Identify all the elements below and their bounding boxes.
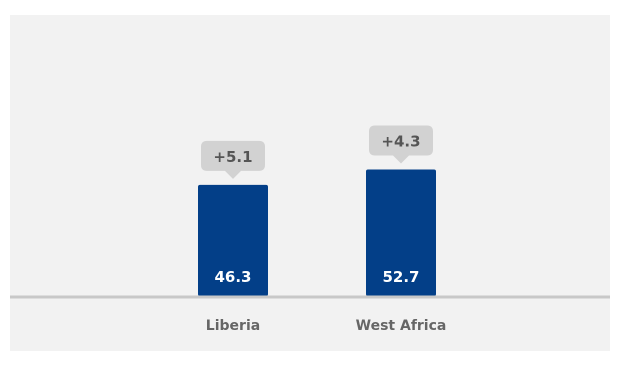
category-label-0: Liberia: [206, 318, 260, 334]
change-badge-1: [369, 125, 433, 164]
change-badge-0: [201, 140, 265, 179]
bar-value-label-1: 52.7: [382, 268, 419, 286]
bar-1: [366, 169, 436, 296]
chart-panel: [10, 15, 610, 351]
labels-layer: 46.3 +5.1 Liberia 52.7 +4.3 West Africa: [201, 125, 447, 334]
change-label-1: +4.3: [381, 133, 420, 151]
bar-0: [198, 184, 268, 296]
change-label-0: +5.1: [213, 148, 252, 166]
bars-layer: [198, 169, 436, 296]
category-label-1: West Africa: [356, 318, 447, 334]
bar-value-label-0: 46.3: [214, 268, 251, 286]
